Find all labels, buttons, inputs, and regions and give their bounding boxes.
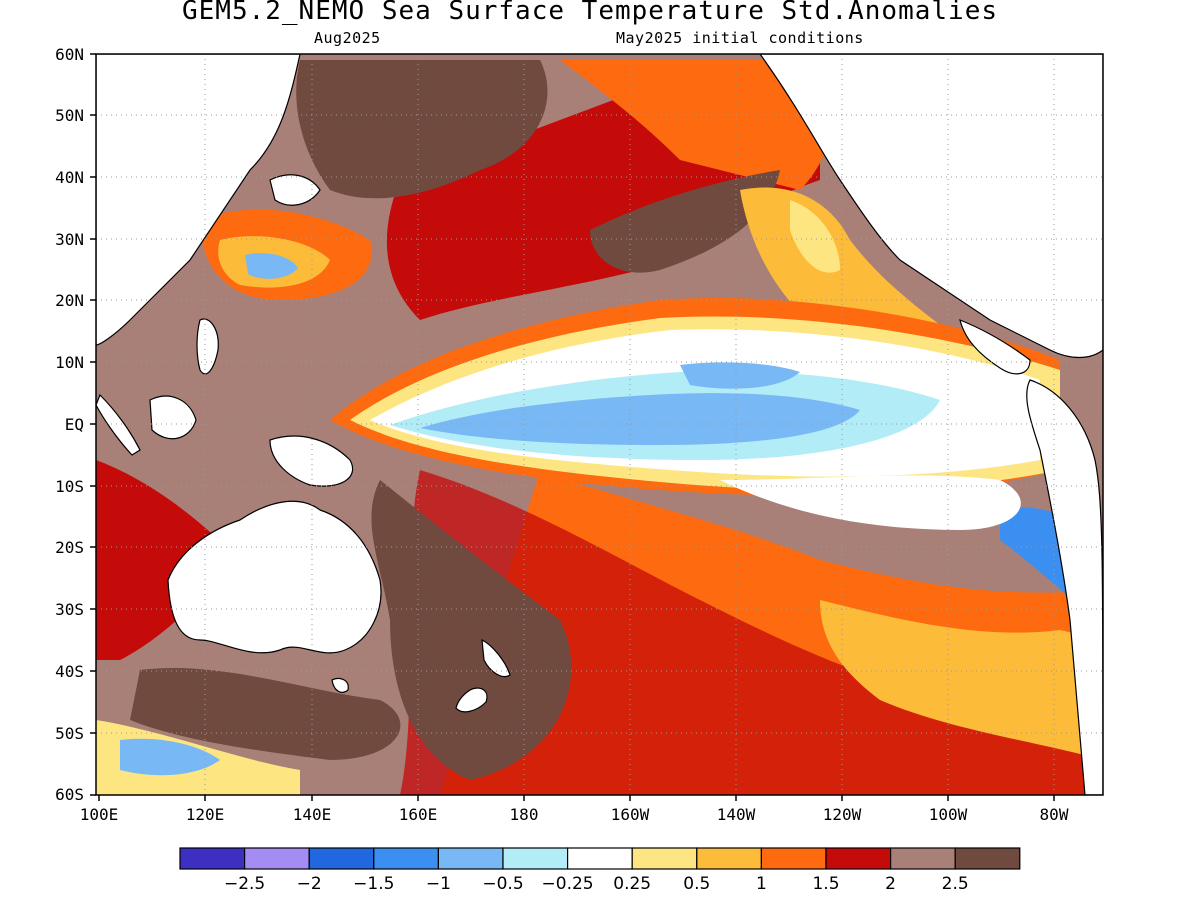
forecast-month: Aug2025 (314, 29, 381, 47)
lat-label: 10N (55, 353, 84, 372)
anomaly-far-south-blue (120, 738, 220, 776)
colorbar-label: 1 (756, 874, 767, 894)
anomaly-map (96, 54, 1103, 795)
lon-label: 180 (510, 805, 539, 824)
lat-label: 30N (55, 230, 84, 249)
lat-label: 40N (55, 168, 84, 187)
lon-axis (98, 795, 1055, 801)
lon-labels: 100E 120E 140E 160E 180 160W 140W 120W 1… (80, 805, 1069, 824)
colorbar-swatch (631, 847, 698, 870)
lon-label: 100W (929, 805, 968, 824)
lon-label: 140W (717, 805, 756, 824)
anomaly-north-pacific-brown (296, 60, 548, 199)
land-north-america (759, 54, 1103, 359)
colorbar-swatch (308, 847, 375, 870)
lon-label: 120E (186, 805, 225, 824)
anomaly-equatorial-blue (420, 393, 860, 445)
anomaly-north-pacific-orange (560, 60, 834, 190)
colorbar-label: −0.25 (542, 874, 594, 894)
anomaly-equatorial-blue-east (680, 362, 800, 389)
land-tasmania (331, 677, 349, 693)
colorbar: −2.5 −2 −1.5 −1 −0.5 −0.25 0.25 0.5 1 1.5 2 2.5 (179, 847, 1021, 894)
anomaly-south-brown-patches (371, 480, 572, 780)
lat-label: EQ (65, 415, 84, 434)
land-japan (269, 174, 321, 206)
colorbar-swatch (373, 847, 439, 870)
anomaly-fields (96, 60, 1103, 795)
land-borneo (149, 395, 197, 440)
land-new-guinea (269, 435, 354, 487)
land-south-america (1026, 379, 1103, 795)
colorbar-label: 1.5 (812, 874, 839, 894)
anomaly-southern-ocean-yellow (820, 600, 1103, 760)
lat-label: 20N (55, 291, 84, 310)
colorbar-swatch (502, 847, 569, 870)
anomaly-southeast-white-band (720, 475, 1021, 530)
lat-labels: 60N 50N 40N 30N 20N 10N EQ 10S 20S 30S 4… (55, 45, 84, 804)
colorbar-swatch (179, 847, 246, 870)
land-asia (96, 54, 301, 346)
colorbar-label: 0.25 (613, 874, 651, 894)
colorbar-swatch (825, 847, 892, 870)
land-australia (167, 500, 382, 654)
anomaly-kuroshio-blue (245, 253, 298, 279)
anomaly-central-brown-band (590, 170, 780, 273)
colorbar-swatch (437, 847, 504, 870)
lon-label: 160E (399, 805, 438, 824)
colorbar-swatch (760, 847, 827, 870)
lat-label: 60N (55, 45, 84, 64)
land-philippines (196, 318, 219, 375)
lon-label: 80W (1040, 805, 1069, 824)
colorbar-label: 0.5 (683, 874, 710, 894)
lat-label: 20S (55, 538, 84, 557)
lat-label: 30S (55, 600, 84, 619)
colorbar-label: −2.5 (224, 874, 265, 894)
map-title: GEM5.2_NEMO Sea Surface Temperature Std.… (181, 0, 998, 26)
lon-label: 160W (611, 805, 650, 824)
lat-label: 10S (55, 477, 84, 496)
land-central-america (959, 319, 1031, 375)
lat-label: 60S (55, 785, 84, 804)
colorbar-label: −1.5 (353, 874, 394, 894)
colorbar-swatch (889, 847, 956, 870)
anomaly-tasman-brown (130, 667, 401, 760)
colorbar-label: −2 (297, 874, 322, 894)
lon-label: 120W (823, 805, 862, 824)
anomaly-ne-pacific-pale (790, 200, 840, 273)
land-masses (96, 54, 1103, 795)
lat-label: 50S (55, 724, 84, 743)
colorbar-label: 2.5 (942, 874, 969, 894)
land-sumatra (96, 393, 141, 456)
colorbar-label: −1 (426, 874, 451, 894)
colorbar-swatch (954, 847, 1021, 870)
lat-label: 40S (55, 662, 84, 681)
grid-lines (96, 54, 1103, 795)
anomaly-indian-ocean-red (96, 460, 240, 660)
colorbar-label: 2 (885, 874, 896, 894)
colorbar-swatch (696, 847, 762, 870)
lon-label: 140E (293, 805, 332, 824)
colorbar-swatch (566, 847, 633, 870)
land-new-zealand-north (481, 638, 511, 678)
colorbar-label: −0.5 (482, 874, 523, 894)
lon-label: 100E (80, 805, 119, 824)
land-new-zealand-south (455, 687, 488, 713)
lat-axis (90, 53, 96, 796)
colorbar-swatch (244, 847, 310, 870)
lat-label: 50N (55, 106, 84, 125)
initial-conditions-label: May2025 initial conditions (616, 29, 864, 47)
